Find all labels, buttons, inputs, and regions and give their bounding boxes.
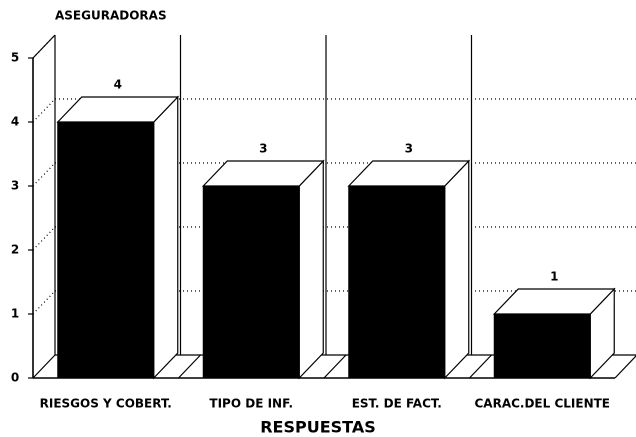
y-tick-label: 5 xyxy=(11,51,19,65)
grid-line xyxy=(32,290,56,315)
y-tick-label: 0 xyxy=(11,371,19,385)
floor-line xyxy=(323,354,347,379)
axis-edge xyxy=(32,34,56,59)
bar xyxy=(493,313,591,379)
bar-side xyxy=(153,95,179,380)
bar-side xyxy=(298,159,324,380)
grid-line xyxy=(32,98,56,123)
x-tick-label: CARAC.DEL CLIENTE xyxy=(474,397,610,411)
axis-edge xyxy=(32,354,56,379)
x-tick-label: TIPO DE INF. xyxy=(209,397,293,411)
value-label: 3 xyxy=(259,142,267,156)
floor-line xyxy=(469,354,492,379)
floor-line xyxy=(178,354,201,379)
y-tick-label: 2 xyxy=(11,243,19,257)
y-tick-label: 1 xyxy=(11,307,19,321)
grid-line xyxy=(32,162,56,187)
bar-side xyxy=(444,159,470,380)
y-tick-label: 3 xyxy=(11,179,19,193)
x-tick-label: EST. DE FACT. xyxy=(352,397,442,411)
value-label: 3 xyxy=(405,142,413,156)
grid-line xyxy=(32,226,56,251)
bar xyxy=(202,185,300,379)
floor-line xyxy=(614,355,636,379)
value-label: 1 xyxy=(550,270,558,284)
bar xyxy=(348,185,446,379)
chart-title: ASEGURADORAS xyxy=(55,9,167,23)
value-label: 4 xyxy=(114,78,122,92)
bar xyxy=(57,121,155,379)
y-tick-label: 4 xyxy=(11,115,19,129)
x-tick-label: RIESGOS Y COBERT. xyxy=(40,397,172,411)
x-axis-label: RESPUESTAS xyxy=(260,418,376,437)
